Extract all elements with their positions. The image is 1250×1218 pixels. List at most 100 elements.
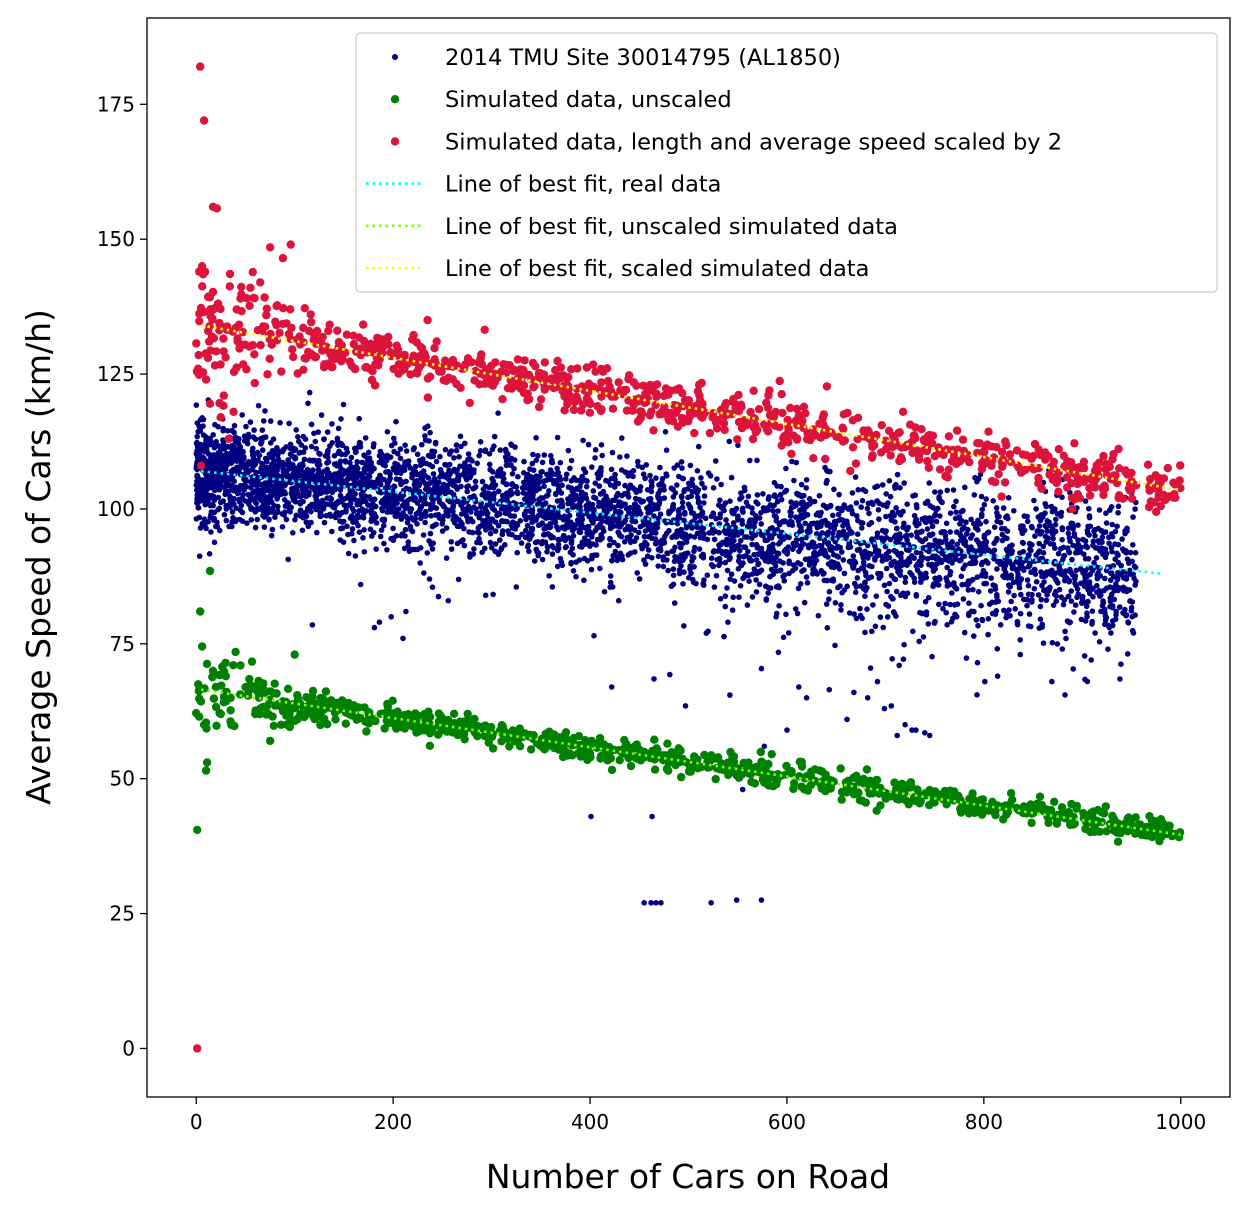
data-point: [385, 498, 392, 505]
data-point: [214, 523, 221, 530]
data-point: [362, 435, 369, 441]
data-point: [565, 496, 571, 502]
data-point: [278, 486, 284, 493]
data-point: [612, 471, 618, 478]
data-point: [465, 483, 472, 489]
data-point: [1050, 797, 1059, 806]
data-point: [1049, 508, 1056, 515]
data-point: [619, 435, 625, 441]
data-point: [612, 497, 618, 504]
data-point: [508, 506, 514, 512]
data-point: [625, 524, 631, 531]
data-point: [1132, 549, 1139, 556]
data-point: [730, 594, 736, 601]
data-point: [365, 449, 372, 456]
data-point: [830, 530, 836, 537]
data-point: [831, 486, 837, 493]
data-point: [531, 558, 538, 564]
data-point: [467, 516, 474, 522]
data-point: [1112, 616, 1119, 623]
data-point: [632, 495, 639, 502]
data-point: [615, 542, 621, 549]
data-point: [846, 610, 853, 616]
data-point: [1044, 518, 1050, 524]
data-point: [596, 483, 603, 489]
data-point: [233, 505, 239, 511]
data-point: [985, 560, 991, 566]
data-point: [451, 499, 458, 505]
data-point: [359, 506, 366, 512]
data-point: [729, 607, 736, 613]
data-point: [928, 519, 934, 525]
data-point: [811, 498, 818, 505]
data-point: [478, 504, 484, 510]
data-point: [767, 750, 776, 759]
data-point: [1124, 525, 1130, 532]
data-point: [655, 493, 661, 499]
data-point: [397, 455, 404, 462]
data-point: [767, 573, 773, 580]
data-point: [360, 480, 366, 486]
data-point: [818, 543, 825, 549]
data-point: [226, 706, 235, 715]
data-point: [958, 537, 964, 544]
data-point: [1061, 553, 1067, 559]
data-point: [967, 560, 973, 567]
data-point: [428, 541, 434, 548]
data-point: [754, 492, 761, 498]
data-point: [887, 493, 894, 500]
data-point: [578, 521, 585, 528]
data-point: [262, 434, 269, 440]
data-point: [910, 628, 916, 635]
data-point: [1017, 550, 1023, 556]
data-point: [563, 471, 570, 478]
data-point: [810, 765, 820, 774]
outlier-point: [682, 703, 689, 709]
data-point: [1005, 515, 1011, 522]
data-point: [758, 548, 764, 555]
data-point: [283, 516, 290, 523]
data-point: [975, 588, 982, 595]
data-point: [265, 479, 272, 486]
data-point: [742, 544, 749, 550]
data-point: [270, 679, 279, 688]
data-point: [568, 457, 575, 464]
data-point: [319, 486, 325, 493]
data-point: [879, 558, 886, 564]
data-point: [924, 526, 931, 532]
data-point: [296, 499, 303, 506]
data-point: [1021, 513, 1028, 519]
data-point: [514, 549, 520, 556]
data-point: [783, 611, 789, 618]
data-point: [384, 547, 390, 553]
data-point: [488, 544, 495, 551]
data-point: [412, 516, 419, 522]
data-point: [902, 593, 909, 600]
data-point: [721, 507, 727, 514]
data-point: [705, 628, 711, 635]
data-point: [513, 584, 520, 590]
data-point: [453, 442, 460, 448]
data-point: [999, 815, 1008, 824]
data-point: [1027, 541, 1033, 548]
data-point: [316, 461, 323, 468]
data-point: [394, 465, 401, 471]
data-point: [1081, 583, 1088, 590]
data-point: [472, 478, 479, 485]
data-point: [225, 477, 231, 484]
data-point: [612, 476, 618, 483]
data-point: [663, 739, 672, 748]
data-point: [931, 582, 938, 588]
data-point: [220, 498, 226, 504]
data-point: [522, 534, 529, 541]
data-point: [367, 526, 374, 533]
data-point: [652, 536, 659, 542]
data-point: [287, 445, 294, 452]
data-point: [1050, 535, 1056, 542]
data-point: [679, 475, 686, 482]
data-point: [384, 429, 391, 435]
data-point: [655, 515, 662, 522]
data-point: [662, 518, 668, 524]
data-point: [570, 533, 577, 539]
data-point: [642, 475, 648, 482]
